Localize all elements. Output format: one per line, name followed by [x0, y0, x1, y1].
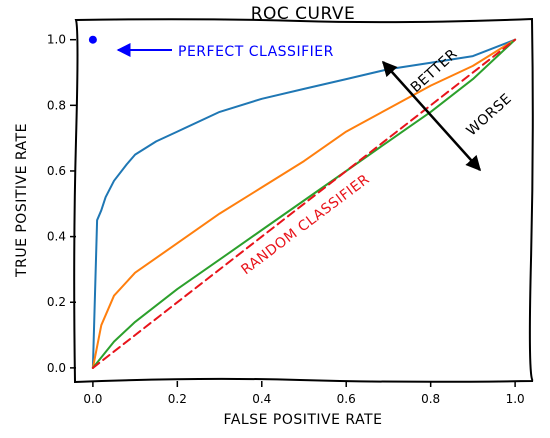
x-tick-label: 0.8 — [421, 392, 440, 406]
x-tick-label: 0.6 — [337, 392, 356, 406]
x-axis-label: FALSE POSITIVE RATE — [224, 412, 383, 428]
chart-title: ROC CURVE — [251, 4, 356, 24]
y-tick-label: 1.0 — [47, 33, 66, 47]
plot-frame — [73, 17, 534, 384]
series-layer — [91, 38, 517, 369]
ticks-layer: 0.0 0.2 0.4 0.6 0.8 1.0 0.0 0.2 0.4 0.6 0.8 1.0 — [47, 33, 525, 406]
x-tick-label: 0.2 — [168, 392, 187, 406]
perfect-classifier-label: PERFECT CLASSIFIER — [178, 44, 334, 60]
y-tick-label: 0.0 — [47, 361, 66, 375]
x-tick-label: 0.4 — [252, 392, 271, 406]
x-tick-label: 0.0 — [83, 392, 102, 406]
y-tick-label: 0.8 — [47, 98, 66, 112]
worse-label: WORSE — [464, 91, 515, 140]
y-tick-label: 0.6 — [47, 164, 66, 178]
random-classifier-label: RANDOM CLASSIFIER — [238, 171, 372, 278]
points-layer — [88, 35, 97, 44]
y-tick-label: 0.2 — [47, 295, 66, 309]
better-worse-arrow — [381, 60, 482, 172]
y-axis-label: TRUE POSITIVE RATE — [14, 123, 30, 278]
x-tick-label: 1.0 — [506, 392, 525, 406]
y-tick-label: 0.4 — [47, 230, 66, 244]
perfect-classifier-point — [88, 35, 97, 44]
